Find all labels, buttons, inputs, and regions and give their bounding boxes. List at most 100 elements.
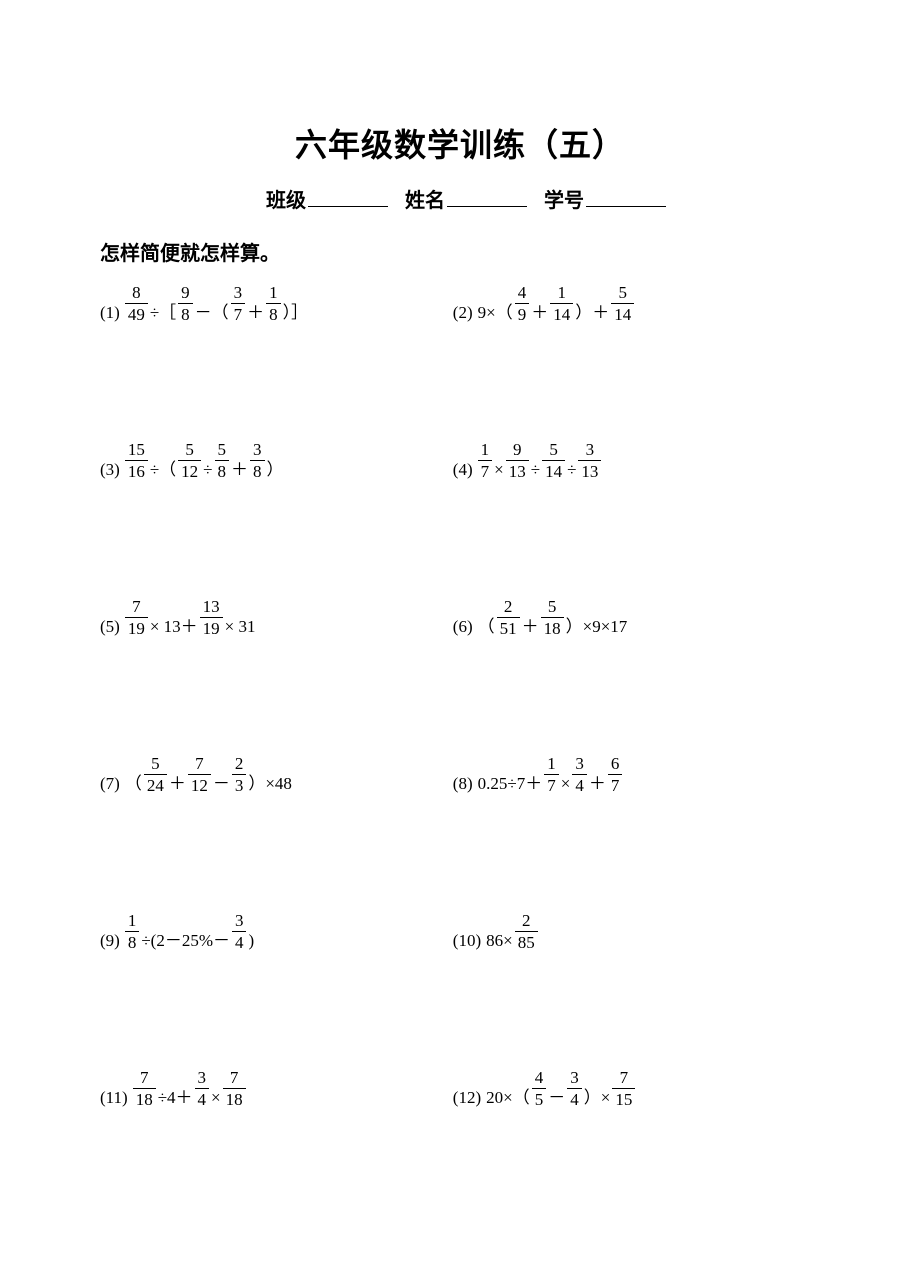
problem-index: (1) xyxy=(100,303,124,323)
denominator: 16 xyxy=(125,461,148,480)
problem-index: (9) xyxy=(100,931,124,951)
problem-cell: (1) 849÷［98－（37＋18）］ xyxy=(100,278,453,435)
text-token: ) xyxy=(247,931,255,951)
denominator: 7 xyxy=(608,775,623,794)
fraction: 18 xyxy=(266,284,281,323)
problem-index: (3) xyxy=(100,460,124,480)
problem-cell: (10)86×285 xyxy=(453,906,820,1063)
numerator: 1 xyxy=(544,755,559,772)
fraction: 849 xyxy=(125,284,148,323)
problem-row: (3) 1516÷（512÷58＋38） xyxy=(100,441,453,480)
numerator: 3 xyxy=(567,1069,582,1086)
problem-row: (8) 0.25÷7＋17×34＋67 xyxy=(453,755,820,794)
text-token: 86× xyxy=(485,931,514,951)
problem-row: (9) 18÷(2－25%－34) xyxy=(100,912,453,951)
denominator: 8 xyxy=(250,461,265,480)
numerator: 2 xyxy=(519,912,534,929)
worksheet-title: 六年级数学训练（五） xyxy=(100,120,820,166)
numerator: 7 xyxy=(192,755,207,772)
problem-row: (12) 20×（45－34）×715 xyxy=(453,1069,820,1108)
fraction: 518 xyxy=(541,598,564,637)
numerator: 1 xyxy=(554,284,569,301)
text-token: ＋ xyxy=(246,298,265,323)
name-blank xyxy=(447,186,527,207)
fraction: 715 xyxy=(612,1069,635,1108)
denominator: 4 xyxy=(567,1089,582,1108)
problem-cell: (6) （251＋518）×9×17 xyxy=(453,592,820,749)
text-token: ） xyxy=(266,455,285,480)
numerator: 3 xyxy=(232,912,247,929)
problem-row: (11) 718÷4＋34×718 xyxy=(100,1069,453,1108)
text-token: ÷ xyxy=(566,460,577,480)
fraction: 58 xyxy=(215,441,230,480)
numerator: 7 xyxy=(227,1069,242,1086)
problem-cell: (12) 20×（45－34）×715 xyxy=(453,1063,820,1128)
text-token: ÷（ xyxy=(149,455,177,480)
denominator: 12 xyxy=(178,461,201,480)
fraction: 49 xyxy=(515,284,530,323)
denominator: 4 xyxy=(195,1089,210,1108)
text-token: 0.25÷7＋ xyxy=(477,769,544,794)
fraction: 913 xyxy=(506,441,529,480)
numerator: 8 xyxy=(129,284,144,301)
text-token: × xyxy=(210,1088,222,1108)
denominator: 18 xyxy=(133,1089,156,1108)
text-token: － xyxy=(212,769,231,794)
fraction: 1516 xyxy=(125,441,148,480)
denominator: 7 xyxy=(478,461,493,480)
number-label: 学号 xyxy=(544,190,584,212)
denominator: 15 xyxy=(612,1089,635,1108)
fraction: 37 xyxy=(231,284,246,323)
expression: 86×285 xyxy=(485,912,539,951)
denominator: 4 xyxy=(572,775,587,794)
numerator: 7 xyxy=(617,1069,632,1086)
text-token: ）］ xyxy=(282,298,310,323)
text-token: × xyxy=(560,774,572,794)
fraction: 34 xyxy=(195,1069,210,1108)
fraction: 313 xyxy=(578,441,601,480)
numerator: 6 xyxy=(608,755,623,772)
problem-index: (4) xyxy=(453,460,477,480)
numerator: 1 xyxy=(478,441,493,458)
expression: 20×（45－34）×715 xyxy=(485,1069,636,1108)
fraction: 34 xyxy=(567,1069,582,1108)
text-token: ＋ xyxy=(588,769,607,794)
fraction: 524 xyxy=(144,755,167,794)
expression: 17×913÷514÷313 xyxy=(477,441,603,480)
numerator: 3 xyxy=(195,1069,210,1086)
denominator: 3 xyxy=(232,775,247,794)
fraction: 34 xyxy=(232,912,247,951)
problem-row: (4) 17×913÷514÷313 xyxy=(453,441,820,480)
numerator: 5 xyxy=(215,441,230,458)
numerator: 5 xyxy=(182,441,197,458)
fraction: 718 xyxy=(133,1069,156,1108)
text-token: ÷(2－25%－ xyxy=(140,926,231,951)
text-token: 20×（ xyxy=(485,1083,531,1108)
text-token: （ xyxy=(124,769,143,794)
problem-index: (2) xyxy=(453,303,477,323)
denominator: 18 xyxy=(223,1089,246,1108)
numerator: 9 xyxy=(510,441,525,458)
text-token: ＋ xyxy=(530,298,549,323)
numerator: 1 xyxy=(125,912,140,929)
numerator: 3 xyxy=(572,755,587,772)
problem-index: (7) xyxy=(100,774,124,794)
fraction: 45 xyxy=(532,1069,547,1108)
expression: （524＋712－23）×48 xyxy=(124,755,293,794)
denominator: 8 xyxy=(266,304,281,323)
denominator: 18 xyxy=(541,618,564,637)
text-token: （ xyxy=(477,612,496,637)
class-blank xyxy=(308,186,388,207)
denominator: 14 xyxy=(611,304,634,323)
student-info-header: 班级 姓名 学号 xyxy=(100,184,820,213)
fraction: 18 xyxy=(125,912,140,951)
numerator: 4 xyxy=(515,284,530,301)
problem-cell: (5) 719× 13＋1319× 31 xyxy=(100,592,453,749)
expression: 0.25÷7＋17×34＋67 xyxy=(477,755,624,794)
problem-row: (1) 849÷［98－（37＋18）］ xyxy=(100,284,453,323)
denominator: 14 xyxy=(550,304,573,323)
numerator: 3 xyxy=(231,284,246,301)
expression: 1516÷（512÷58＋38） xyxy=(124,441,285,480)
text-token: 9×（ xyxy=(477,298,514,323)
numerator: 7 xyxy=(129,598,144,615)
